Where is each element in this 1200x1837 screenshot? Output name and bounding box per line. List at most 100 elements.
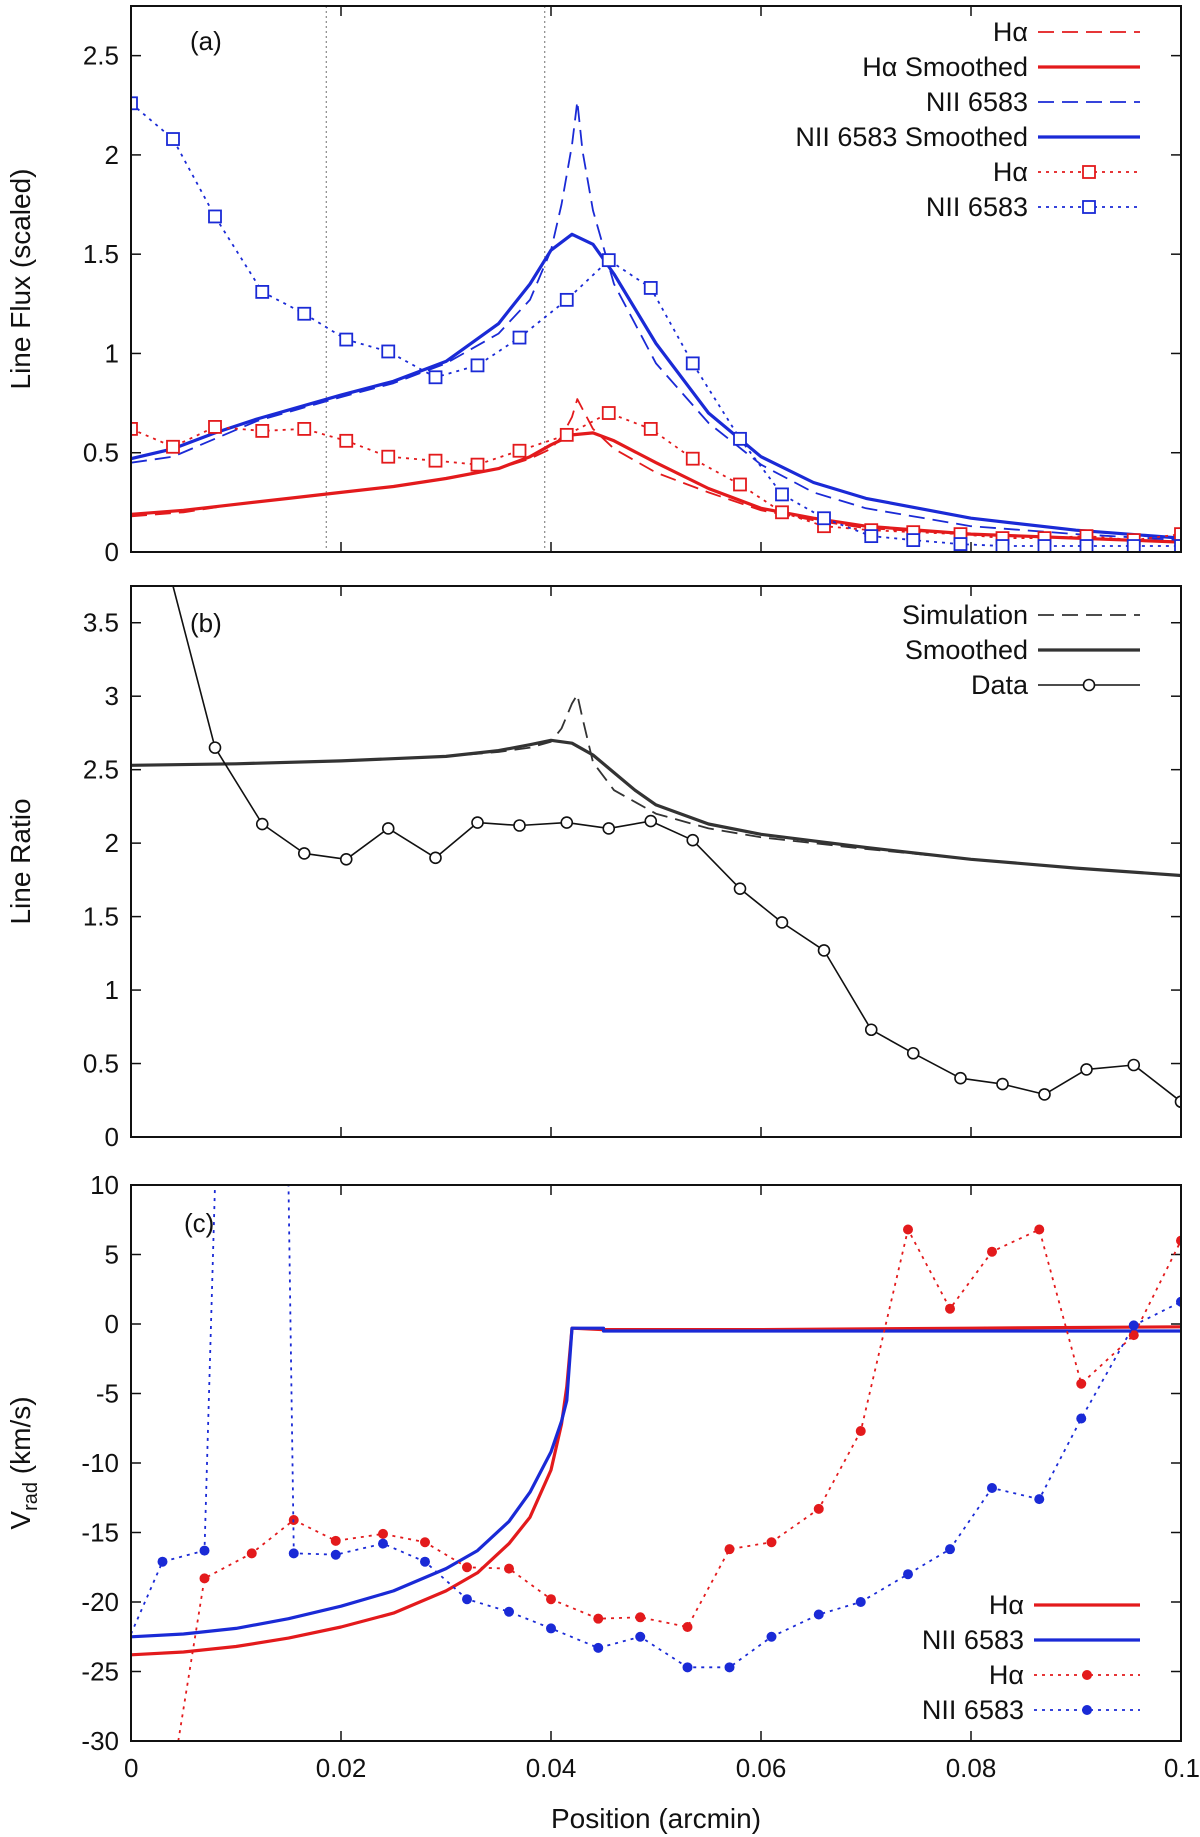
data-point xyxy=(208,741,222,754)
series-3 xyxy=(131,232,1181,540)
y-tick-label: 2 xyxy=(105,828,119,858)
legend-label: NII 6583 xyxy=(922,1695,1024,1725)
legend-marker xyxy=(1082,200,1096,214)
data-point xyxy=(429,851,442,865)
data-point xyxy=(954,1071,967,1085)
y-axis-label: Line Flux (scaled) xyxy=(5,169,36,390)
data-point xyxy=(987,1483,997,1494)
data-point xyxy=(297,422,312,436)
panel-label: (a) xyxy=(190,26,222,56)
data-point xyxy=(775,505,789,520)
legend-item: Data xyxy=(971,670,1140,700)
legend-item: NII 6583 Smoothed xyxy=(795,122,1140,152)
data-point xyxy=(682,1662,693,1673)
data-point xyxy=(157,1556,168,1567)
data-point xyxy=(953,537,968,551)
data-point xyxy=(855,1597,866,1607)
series-line xyxy=(131,738,1181,878)
panel-label: (c) xyxy=(184,1208,214,1238)
data-point xyxy=(381,449,396,464)
data-point xyxy=(945,1544,955,1555)
legend-label: Hα Smoothed xyxy=(862,52,1028,82)
data-point xyxy=(420,1556,430,1567)
legend-item: Hα xyxy=(989,1590,1140,1620)
data-point xyxy=(559,427,574,442)
y-tick-label: 3 xyxy=(105,681,119,711)
y-tick-label: 0 xyxy=(105,1309,119,1339)
data-point xyxy=(462,1594,472,1605)
data-point xyxy=(766,1537,777,1548)
series-line xyxy=(172,586,1181,1103)
y-axis-label: Vrad (km/s) xyxy=(5,1396,42,1529)
series-line xyxy=(131,232,1181,540)
y-tick-label: 2.5 xyxy=(83,41,119,71)
data-point xyxy=(766,1631,777,1642)
legend: Simulation Smoothed Data xyxy=(902,600,1140,700)
x-tick-label: 0.1 xyxy=(1164,1753,1200,1783)
data-point xyxy=(685,356,700,371)
y-tick-label: -20 xyxy=(81,1587,119,1617)
plot-frame xyxy=(130,585,1182,1138)
chart-panel-a: 0 0.5 1 1.5 2 2.5 (a) Line Flux (scaled) Hα Hα Sm… xyxy=(5,5,1182,567)
chart-panel-b: 00.511.522.533.5 (b)Line RatioSimulationS… xyxy=(5,585,1182,1152)
y-tick-label: -10 xyxy=(81,1448,119,1478)
legend-label: Simulation xyxy=(902,600,1028,630)
y-tick-label: 1.5 xyxy=(83,902,119,932)
data-point xyxy=(546,1594,556,1605)
y-tick-label: 10 xyxy=(90,1170,119,1200)
data-point xyxy=(246,1548,257,1559)
data-point xyxy=(546,1623,556,1634)
data-point xyxy=(644,814,658,828)
data-point xyxy=(817,944,831,957)
data-point xyxy=(733,477,747,492)
legend-label: Smoothed xyxy=(905,635,1028,665)
data-point xyxy=(504,1563,514,1574)
data-point xyxy=(471,816,484,829)
data-point xyxy=(1174,1095,1181,1109)
y-tick-label: 1 xyxy=(105,338,119,368)
data-point xyxy=(288,1548,299,1559)
data-point xyxy=(685,451,700,466)
data-point xyxy=(1080,1063,1093,1076)
data-point xyxy=(733,882,747,895)
data-point xyxy=(987,1246,997,1257)
data-point xyxy=(643,422,658,436)
data-point xyxy=(208,209,222,224)
data-point xyxy=(339,852,353,866)
series-5 xyxy=(131,96,1181,552)
y-tick-label: 0 xyxy=(105,537,119,567)
data-point xyxy=(1076,1378,1087,1389)
data-point xyxy=(166,132,180,146)
legend-label: Hα xyxy=(989,1590,1024,1620)
data-point xyxy=(255,817,269,831)
data-point xyxy=(1128,1320,1139,1331)
data-point xyxy=(635,1612,646,1623)
legend-label: NII 6583 xyxy=(926,87,1028,117)
y-tick-label: 3.5 xyxy=(83,608,119,638)
data-point xyxy=(945,1303,955,1314)
data-point xyxy=(559,292,574,307)
data-point xyxy=(995,539,1010,552)
data-point xyxy=(513,819,526,832)
legend-marker xyxy=(1082,678,1096,692)
data-point xyxy=(733,431,747,446)
data-point xyxy=(512,330,527,345)
y-tick-label: 2.5 xyxy=(83,755,119,785)
data-point xyxy=(1174,539,1181,552)
series-2 xyxy=(172,586,1181,1109)
data-point xyxy=(864,529,879,544)
data-point xyxy=(1076,1413,1087,1424)
data-point xyxy=(1174,527,1181,542)
data-point xyxy=(470,358,485,373)
y-tick-label: 2 xyxy=(105,140,119,170)
legend: Hα Hα Smoothed NII 6583 NII 6583 Smoothed Hα… xyxy=(795,17,1140,222)
data-point xyxy=(131,96,138,111)
data-point xyxy=(339,433,354,448)
data-point xyxy=(378,1528,388,1539)
series-group xyxy=(131,1185,1181,1741)
data-point xyxy=(1037,539,1052,552)
series-1 xyxy=(131,1326,1181,1639)
chart-panel-c: -30 -25 -20 -15 -10 -5 0 5 10 0 0.02 0.04 0.06 0.08 0.… xyxy=(5,1170,1200,1834)
legend-item: Hα Smoothed xyxy=(862,52,1140,82)
